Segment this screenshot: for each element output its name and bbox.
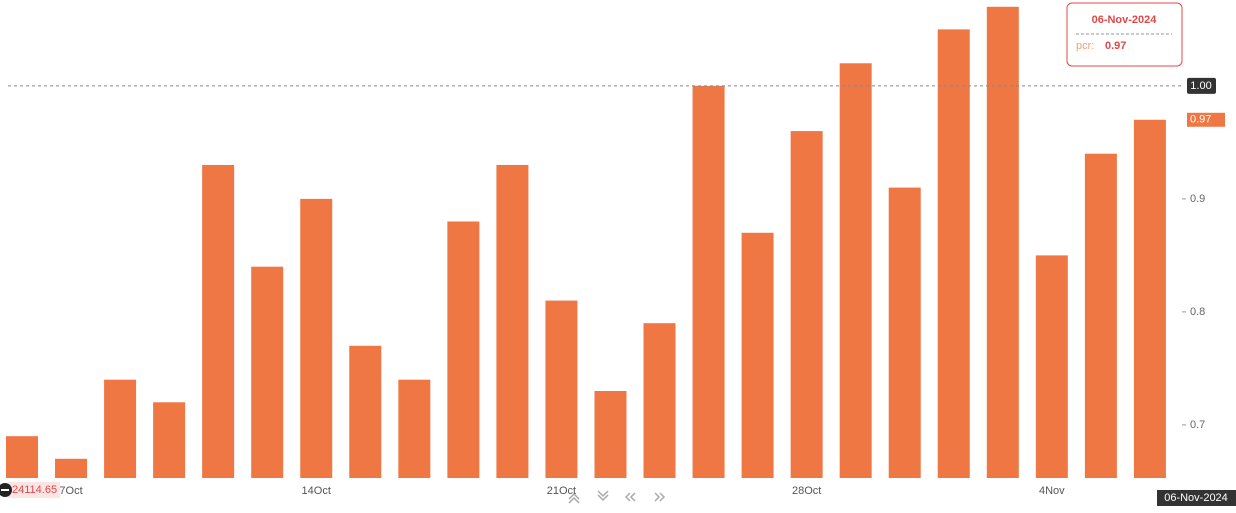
nav-right[interactable] — [659, 492, 666, 502]
bar — [447, 221, 480, 479]
bar — [937, 29, 970, 478]
crosshair-label: 1.00 — [1190, 80, 1211, 92]
nav-up[interactable] — [568, 496, 580, 504]
nav-left[interactable] — [624, 492, 631, 502]
bar — [55, 458, 88, 478]
tooltip-date: 06-Nov-2024 — [1092, 14, 1158, 26]
bar — [545, 300, 578, 478]
bar — [692, 85, 725, 478]
bar — [1133, 119, 1166, 479]
x-tick-label: 21Oct — [547, 485, 576, 497]
last-value-label: 0.97 — [1190, 114, 1211, 126]
bar — [153, 402, 186, 478]
bar — [594, 390, 627, 478]
bar — [643, 323, 676, 478]
nav-right[interactable] — [654, 492, 661, 502]
nav-up[interactable] — [568, 492, 580, 500]
bar — [104, 379, 137, 478]
bar — [888, 187, 921, 478]
date-label-bg — [1157, 490, 1236, 506]
bar — [251, 266, 284, 478]
y-tick-label: 0.7 — [1190, 419, 1205, 431]
x-tick-label: 28Oct — [792, 485, 821, 497]
x-tick-label: 14Oct — [302, 485, 331, 497]
bar — [6, 436, 38, 478]
bar — [496, 164, 529, 478]
bar — [1035, 255, 1068, 478]
nav-icons — [568, 490, 666, 504]
bar — [741, 232, 774, 478]
bar — [202, 164, 235, 478]
crosshair-label-bg — [1187, 77, 1216, 94]
price-label: 24114.65 — [12, 484, 57, 496]
nav-down[interactable] — [597, 490, 609, 498]
bar — [349, 345, 382, 478]
nav-left[interactable] — [629, 492, 636, 502]
bar — [839, 63, 872, 479]
price-label-bg — [8, 482, 60, 498]
x-tick-label: 7Oct — [59, 485, 82, 497]
y-tick-label: 0.9 — [1190, 193, 1205, 205]
bar — [1084, 153, 1117, 478]
date-label: 06-Nov-2024 — [1164, 492, 1228, 504]
nav-down[interactable] — [597, 494, 609, 502]
y-tick-label: 0.8 — [1190, 306, 1205, 318]
x-tick-label: 4Nov — [1039, 485, 1065, 497]
tooltip-box — [1066, 2, 1183, 67]
tooltip-name: pcr: — [1076, 40, 1094, 52]
bar — [986, 6, 1019, 478]
bar — [398, 379, 431, 478]
tooltip-value: 0.97 — [1105, 40, 1126, 52]
bar — [300, 198, 333, 478]
last-value-tag — [1187, 112, 1225, 127]
bar — [790, 131, 823, 478]
